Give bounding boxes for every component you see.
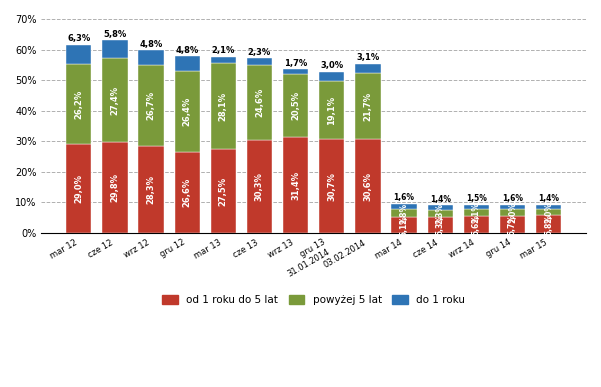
Text: 6,3%: 6,3% — [67, 34, 90, 43]
Text: 30,3%: 30,3% — [255, 172, 264, 201]
Text: 29,8%: 29,8% — [111, 173, 120, 202]
Text: 2,0%: 2,0% — [508, 202, 517, 223]
Bar — [355, 73, 380, 139]
Bar — [536, 215, 561, 233]
Bar — [391, 217, 416, 233]
Text: 26,4%: 26,4% — [183, 97, 192, 126]
Text: 5,8%: 5,8% — [103, 30, 127, 39]
Bar — [66, 45, 91, 64]
Text: 29,0%: 29,0% — [75, 174, 84, 203]
Bar — [138, 65, 163, 147]
Bar — [319, 139, 344, 233]
Bar — [138, 147, 163, 233]
Bar — [138, 50, 163, 65]
Legend: od 1 roku do 5 lat, powyżej 5 lat, do 1 roku: od 1 roku do 5 lat, powyżej 5 lat, do 1 … — [158, 291, 469, 309]
Text: 1,4%: 1,4% — [430, 195, 451, 204]
Bar — [427, 217, 453, 233]
Text: 21,7%: 21,7% — [364, 92, 373, 121]
Bar — [211, 149, 236, 233]
Text: 31,4%: 31,4% — [291, 170, 300, 200]
Text: 30,7%: 30,7% — [328, 172, 336, 200]
Bar — [174, 56, 200, 71]
Bar — [66, 64, 91, 144]
Text: 26,7%: 26,7% — [147, 91, 156, 120]
Text: 28,3%: 28,3% — [147, 175, 156, 204]
Bar — [102, 58, 127, 142]
Text: 30,6%: 30,6% — [364, 172, 373, 201]
Text: 2,0%: 2,0% — [544, 202, 553, 223]
Bar — [355, 63, 380, 73]
Bar — [463, 216, 489, 233]
Bar — [247, 140, 272, 233]
Text: 24,6%: 24,6% — [255, 88, 264, 117]
Bar — [463, 205, 489, 209]
Text: 5,8%: 5,8% — [544, 214, 553, 235]
Text: 1,6%: 1,6% — [394, 194, 415, 202]
Bar — [319, 81, 344, 139]
Bar — [391, 209, 416, 217]
Bar — [500, 209, 525, 216]
Bar — [427, 210, 453, 217]
Text: 3,1%: 3,1% — [356, 53, 379, 62]
Text: 1,4%: 1,4% — [538, 194, 559, 203]
Text: 27,4%: 27,4% — [111, 86, 120, 115]
Bar — [319, 72, 344, 81]
Bar — [283, 137, 308, 233]
Text: 5,3%: 5,3% — [436, 214, 445, 235]
Text: 5,1%: 5,1% — [400, 215, 409, 236]
Text: 20,5%: 20,5% — [291, 91, 300, 120]
Text: 1,5%: 1,5% — [466, 194, 487, 203]
Text: 2,1%: 2,1% — [212, 46, 235, 55]
Text: 2,3%: 2,3% — [436, 203, 445, 224]
Bar — [536, 209, 561, 215]
Text: 5,6%: 5,6% — [472, 214, 481, 235]
Bar — [283, 74, 308, 137]
Bar — [500, 205, 525, 209]
Text: 26,2%: 26,2% — [75, 90, 84, 119]
Text: 26,6%: 26,6% — [183, 178, 192, 207]
Text: 1,6%: 1,6% — [502, 194, 523, 203]
Text: 2,8%: 2,8% — [400, 202, 409, 224]
Text: 5,7%: 5,7% — [508, 214, 517, 235]
Bar — [500, 216, 525, 233]
Bar — [211, 57, 236, 63]
Text: 2,3%: 2,3% — [248, 48, 271, 57]
Text: 4,8%: 4,8% — [175, 46, 199, 55]
Text: 28,1%: 28,1% — [219, 91, 228, 120]
Text: 2,1%: 2,1% — [472, 202, 481, 223]
Bar — [174, 71, 200, 152]
Text: 27,5%: 27,5% — [219, 176, 228, 205]
Bar — [536, 205, 561, 209]
Bar — [427, 205, 453, 210]
Bar — [211, 63, 236, 149]
Text: 19,1%: 19,1% — [328, 95, 336, 125]
Bar — [247, 58, 272, 65]
Bar — [102, 142, 127, 233]
Text: 3,0%: 3,0% — [320, 61, 343, 70]
Bar — [283, 69, 308, 74]
Bar — [463, 209, 489, 216]
Bar — [391, 204, 416, 209]
Text: 4,8%: 4,8% — [139, 39, 163, 49]
Text: 1,7%: 1,7% — [284, 58, 307, 68]
Bar — [247, 65, 272, 140]
Bar — [355, 139, 380, 233]
Bar — [102, 40, 127, 58]
Bar — [174, 152, 200, 233]
Bar — [66, 144, 91, 233]
